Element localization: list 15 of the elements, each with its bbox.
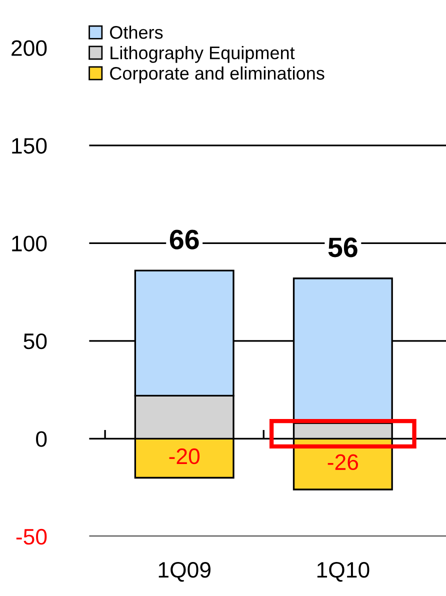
total-label: 66 [170,230,199,250]
y-tick-label: -50 [16,528,47,545]
total-label: 56 [328,238,358,258]
legend-label: Others [110,26,163,39]
x-tick-label: 1Q10 [317,562,370,582]
y-tick-label: 100 [12,236,47,252]
y-tick-label: 0 [36,431,47,447]
data-label: -26 [328,454,358,470]
y-tick-label: 200 [12,40,47,56]
y-tick-label: 50 [24,333,47,350]
x-tick-label: 1Q09 [158,562,210,582]
data-label: -20 [169,448,200,464]
y-tick-label: 150 [12,138,47,154]
legend-label: Lithography Equipment [110,46,295,63]
legend-label: Corporate and eliminations [110,66,324,84]
